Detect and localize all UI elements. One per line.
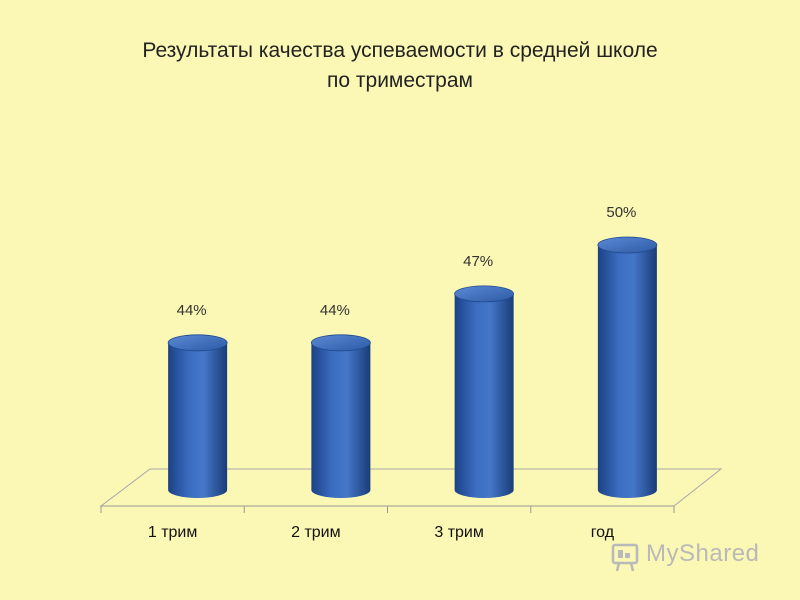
x-tick-label: 3 трим xyxy=(434,524,484,541)
bar-body xyxy=(168,342,228,498)
x-tick-label: год xyxy=(591,524,615,541)
x-tick-label: 1 трим xyxy=(148,524,198,541)
bar-top xyxy=(310,334,371,352)
chart-title: Результаты качества успеваемости в средн… xyxy=(0,36,800,96)
bars-layer xyxy=(167,236,658,498)
data-label: 47% xyxy=(463,253,493,270)
bar-body xyxy=(597,245,657,498)
data-label: 44% xyxy=(177,302,207,319)
watermark-logo-icon xyxy=(611,543,639,572)
data-label: 50% xyxy=(606,204,636,221)
data-label: 44% xyxy=(320,302,350,319)
labels-layer: 44% 44% 47% 50% xyxy=(177,204,637,319)
x-tick-label: 2 трим xyxy=(291,524,341,541)
bar-body xyxy=(311,342,371,498)
bar-top xyxy=(597,236,658,254)
bar xyxy=(167,334,228,498)
bar xyxy=(597,236,658,498)
bar-top xyxy=(454,285,515,303)
watermark-text: MyShared xyxy=(646,540,760,567)
bar xyxy=(310,334,371,498)
bar xyxy=(454,285,515,498)
bar-top xyxy=(167,334,228,352)
chart-title-line-1: Результаты качества успеваемости в средн… xyxy=(142,39,658,62)
bar-body xyxy=(454,293,514,498)
chart-title-line-2: по триместрам xyxy=(327,69,473,92)
ticks-layer: 1 трим 2 трим 3 трим год xyxy=(100,506,675,541)
